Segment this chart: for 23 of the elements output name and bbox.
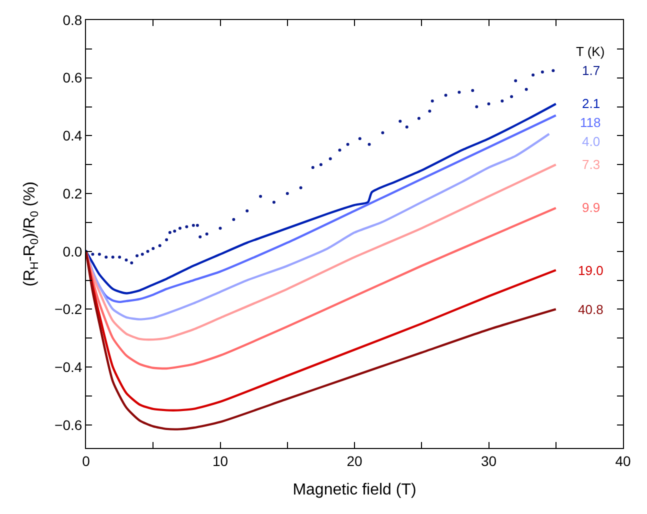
series-label: 40.8 — [578, 302, 604, 317]
y-tick-label: 0.8 — [62, 12, 82, 28]
x-tick-label: 0 — [82, 452, 90, 469]
x-tick-label: 30 — [480, 452, 497, 469]
text: 1.7 — [582, 63, 600, 78]
y-tick-label: 0.4 — [62, 128, 82, 144]
x-tick-label: 40 — [615, 452, 631, 469]
x-tick-label: 10 — [212, 452, 228, 469]
y-tick-label: −0.2 — [54, 301, 82, 318]
text: 9.9 — [582, 200, 600, 215]
text: 7.3 — [582, 157, 600, 172]
legend-title: T (K) — [576, 44, 605, 59]
text: 4.0 — [582, 134, 600, 149]
y-tick-label: 0.0 — [62, 243, 82, 260]
y-tick-label: −0.4 — [54, 358, 82, 375]
y-tick-label: 0.6 — [62, 70, 82, 86]
x-tick-label: 20 — [346, 452, 362, 469]
series-label: 118 — [580, 115, 601, 130]
y-tick-label: −0.6 — [54, 416, 82, 433]
x-axis-title: Magnetic field (T) — [292, 482, 416, 498]
text: 2.1 — [582, 96, 600, 111]
y-tick-label: 0.2 — [62, 185, 82, 202]
series-label: 19.0 — [578, 263, 604, 278]
